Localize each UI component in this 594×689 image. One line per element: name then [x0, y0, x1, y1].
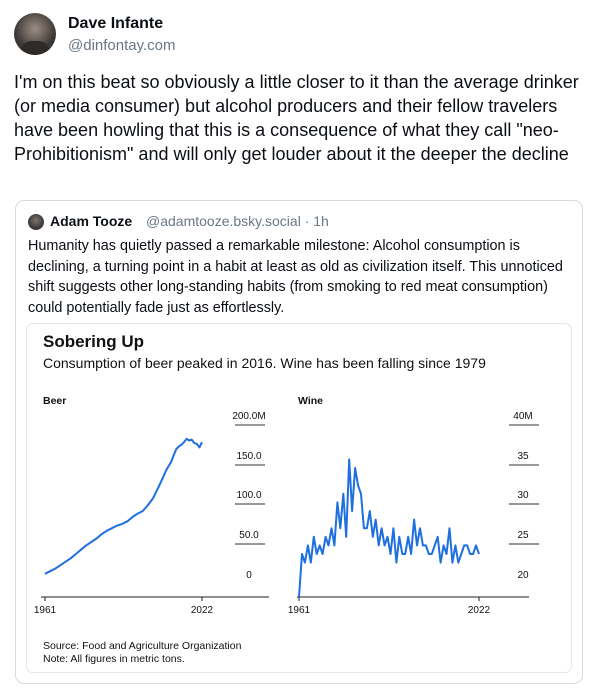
wine-series-line [298, 458, 480, 598]
author-avatar[interactable] [14, 13, 56, 55]
wine-y-tick-label: 35 [517, 451, 529, 462]
post-text: I'm on this beat so obviously a little c… [14, 72, 579, 164]
quoted-author-handle-time: @adamtooze.bsky.social · 1h [146, 213, 329, 229]
chart-image[interactable]: Sobering Up Consumption of beer peaked i… [26, 323, 572, 673]
quoted-author-name[interactable]: Adam Tooze [50, 213, 133, 229]
author-handle[interactable]: @dinfontay.com [68, 37, 176, 54]
quoted-post-text: Humanity has quietly passed a remarkable… [28, 238, 563, 316]
beer-panel-title: Beer [43, 395, 66, 407]
wine-y-tick-label: 40M [513, 411, 532, 422]
beer-y-tick-label: 100.0 [236, 490, 261, 501]
beer-y-tick-label: 50.0 [239, 530, 259, 541]
chart-subtitle: Consumption of beer peaked in 2016. Wine… [43, 355, 486, 371]
wine-x-tick-label: 2022 [468, 605, 491, 616]
beer-y-tick-label: 150.0 [236, 451, 261, 462]
chart-title: Sobering Up [43, 332, 145, 351]
quoted-author-handle[interactable]: @adamtooze.bsky.social [146, 213, 301, 229]
wine-y-tick-label: 25 [517, 530, 529, 541]
beer-x-tick-label: 2022 [191, 605, 214, 616]
wine-panel-title: Wine [298, 395, 323, 407]
author-display-name[interactable]: Dave Infante [68, 15, 164, 32]
quoted-author-avatar[interactable] [28, 214, 44, 230]
quoted-post[interactable]: Adam Tooze @adamtooze.bsky.social · 1h H… [15, 200, 583, 684]
wine-y-tick-label: 30 [517, 490, 529, 501]
wine-x-tick-label: 1961 [288, 605, 311, 616]
wine-y-tick-label: 20 [517, 570, 529, 581]
beer-series-line [44, 437, 203, 575]
chart-source-line: Source: Food and Agriculture Organizatio… [43, 640, 242, 652]
chart-note-line: Note: All figures in metric tons. [43, 652, 185, 665]
chart-svg: Beer 1961 2022 200.0M 150.0 100.0 50.0 0 Wine 196… [34, 395, 539, 616]
beer-y-tick-label: 0 [246, 570, 252, 581]
chart-source: Source: Food and Agriculture Organizatio… [43, 640, 241, 665]
quoted-post-time: · 1h [304, 213, 329, 229]
beer-y-tick-label: 200.0M [232, 411, 265, 422]
beer-x-tick-label: 1961 [34, 605, 57, 616]
